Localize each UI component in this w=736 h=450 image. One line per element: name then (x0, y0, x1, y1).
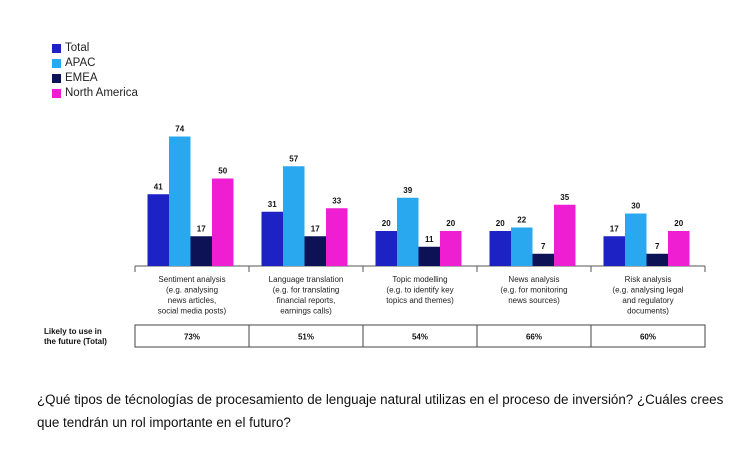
bar-value-label: 20 (382, 219, 391, 228)
bar-value-label: 17 (197, 224, 206, 233)
future-row-value: 66% (526, 333, 542, 342)
bar-total (261, 211, 283, 266)
future-row-value: 60% (640, 333, 656, 342)
bar-north-america (554, 204, 576, 266)
bar-value-label: 22 (517, 216, 526, 225)
legend-item-emea: EMEA (52, 71, 138, 86)
bar-total (603, 236, 625, 266)
bar-value-label: 31 (268, 200, 277, 209)
future-row-label: Likely to use in the future (Total) (44, 327, 107, 346)
bar-value-label: 39 (403, 186, 412, 195)
question-text: ¿Qué tipos de técnologías de procesamien… (37, 392, 724, 430)
category-label: Language translation (e.g. for translatin… (269, 275, 344, 316)
future-row-value: 51% (298, 333, 314, 342)
category-label: Sentiment analysis (e.g. analysing news ar… (158, 275, 227, 316)
bar-total (147, 194, 169, 266)
future-row-value: 54% (412, 333, 428, 342)
bar-value-label: 30 (631, 202, 640, 211)
legend-item-apac: APAC (52, 56, 138, 71)
bar-emea (646, 253, 668, 266)
legend-item-north-america: North America (52, 86, 138, 101)
bar-value-label: 35 (560, 193, 569, 202)
bar-value-label: 41 (154, 182, 163, 191)
legend-label-apac: APAC (65, 57, 96, 69)
category-label: Risk analysis (e.g. analysing legal and re… (612, 275, 683, 316)
bar-value-label: 20 (674, 219, 683, 228)
bar-north-america (440, 231, 462, 266)
category-label: Topic modelling (e.g. to identify key topi… (386, 275, 454, 305)
bar-emea (532, 253, 554, 266)
bar-emea (190, 236, 212, 266)
bar-value-label: 11 (425, 235, 434, 244)
bar-emea (304, 236, 326, 266)
bar-value-label: 74 (175, 125, 184, 134)
bar-value-label: 20 (496, 219, 505, 228)
legend-swatch-total (52, 44, 61, 53)
legend-swatch-emea (52, 74, 61, 83)
bar-value-label: 7 (655, 242, 660, 251)
legend-item-total: Total (52, 41, 138, 56)
bar-total (489, 231, 511, 266)
bar-apac (283, 166, 305, 266)
legend-label-emea: EMEA (65, 72, 98, 84)
legend-swatch-north-america (52, 89, 61, 98)
legend-swatch-apac (52, 59, 61, 68)
bar-total (375, 231, 397, 266)
bar-north-america (326, 208, 348, 266)
bar-emea (418, 246, 440, 266)
bar-north-america (212, 178, 234, 266)
bar-value-label: 17 (311, 224, 320, 233)
bar-value-label: 20 (446, 219, 455, 228)
legend-label-total: Total (65, 42, 90, 54)
future-row-box (134, 324, 706, 348)
chart-legend: Total APAC EMEA North America (52, 41, 138, 101)
bar-value-label: 57 (289, 154, 298, 163)
bar-value-label: 17 (610, 224, 619, 233)
bar-apac (169, 136, 191, 266)
legend-label-north-america: North America (65, 87, 138, 99)
bar-value-label: 33 (332, 196, 341, 205)
bar-value-label: 50 (218, 167, 227, 176)
category-label: News analysis (e.g. for monitoring news so… (500, 275, 567, 305)
bar-apac (625, 213, 647, 266)
bar-value-label: 7 (541, 242, 546, 251)
bar-apac (397, 197, 419, 266)
bar-apac (511, 227, 533, 266)
future-row-value: 73% (184, 333, 200, 342)
bar-north-america (668, 231, 690, 266)
bar-chart: 41 74 17 50 Sentiment analysis (e.g. analysin… (44, 125, 706, 348)
